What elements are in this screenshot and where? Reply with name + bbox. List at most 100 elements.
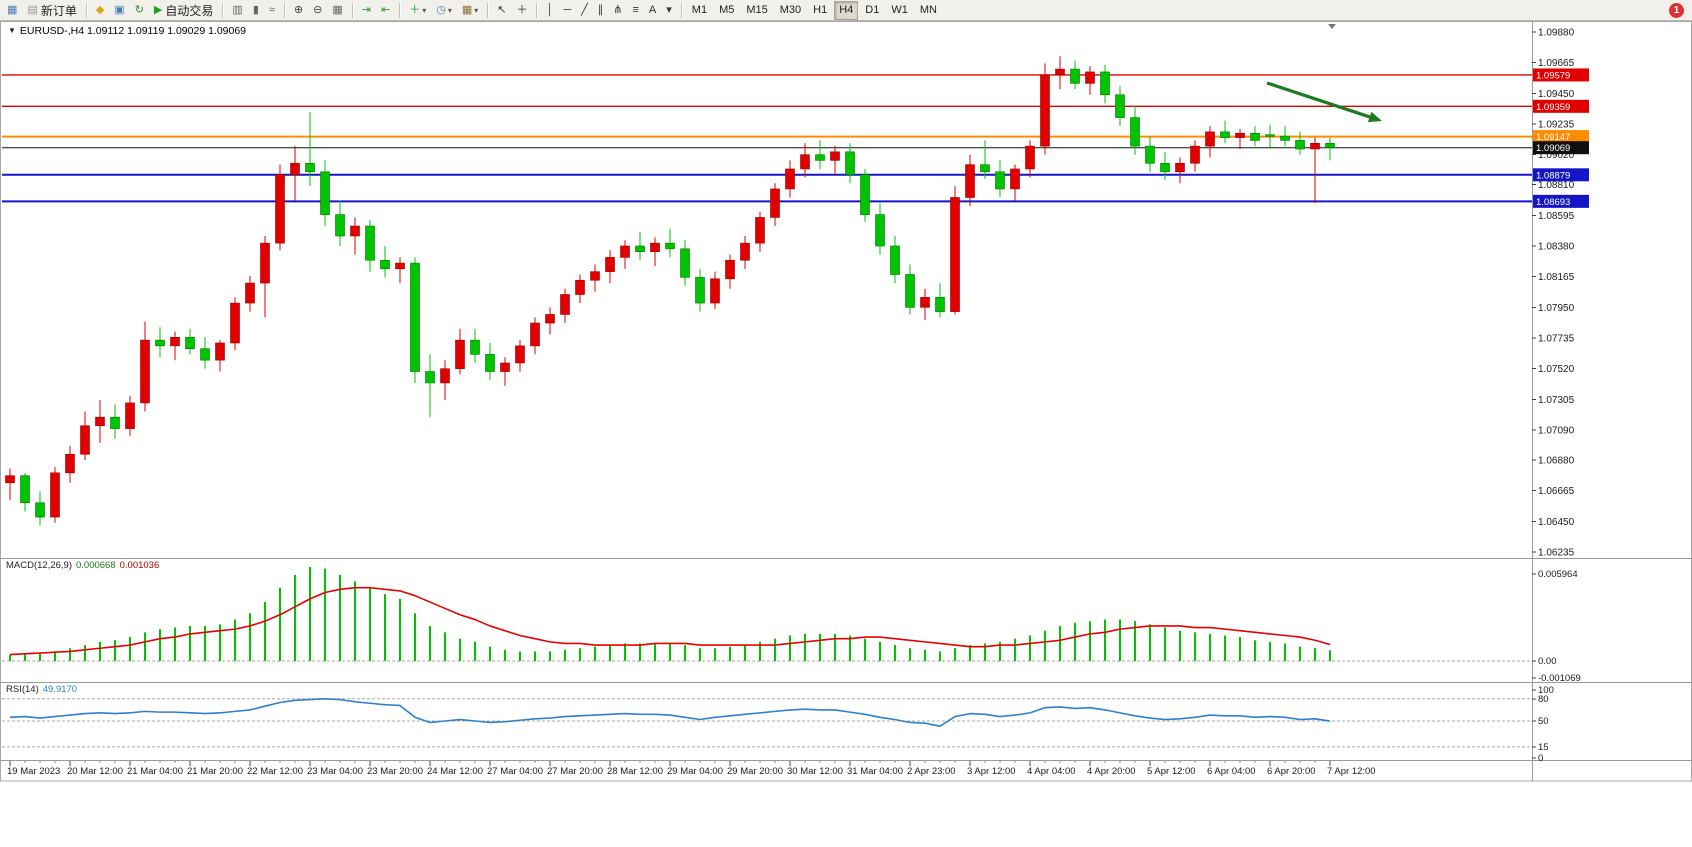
rsi-line [9, 697, 1331, 727]
fibonacci-button[interactable]: ≡ [629, 0, 643, 20]
candle-body [485, 354, 495, 372]
candle [635, 231, 645, 261]
candlestick-chart-icon: ▮ [252, 3, 259, 16]
candle [170, 331, 180, 361]
navigator-button[interactable]: ↻ [131, 0, 148, 20]
templates-button[interactable]: ▦ ▾ [458, 0, 482, 20]
price-level-box-label: 1.09359 [1536, 102, 1570, 113]
rsi-axis-label: 100 [1538, 685, 1554, 696]
candle [605, 250, 615, 284]
autotrading-button[interactable]: ▶ 自动交易 [150, 0, 217, 20]
candle [80, 411, 90, 460]
arrows-button[interactable]: ▾ [662, 0, 676, 20]
chart-menu-icon[interactable]: ▼ [8, 26, 16, 35]
rsi-panel: 10080 50 150 [2, 685, 1554, 764]
candle-body [1190, 145, 1200, 164]
candle-body [260, 242, 270, 284]
time-axis-label: 4 Apr 04:00 [1027, 766, 1076, 777]
zoom-in-button[interactable]: ⊕ [290, 0, 307, 20]
candle-body [740, 242, 750, 261]
timeframe-mn-button[interactable]: MN [919, 4, 937, 16]
candle [350, 217, 360, 255]
cursor-icon: ↖ [497, 3, 507, 16]
candle-body [80, 425, 90, 455]
timeframe-m5-button[interactable]: M5 [719, 4, 735, 16]
rsi-axis-label: 0 [1538, 753, 1543, 764]
candle [1010, 164, 1020, 201]
price-axis-label: 1.09235 [1538, 120, 1575, 131]
bar-chart-button[interactable]: ▥ [228, 0, 246, 20]
chart-background [0, 21, 1692, 847]
candle [1085, 66, 1095, 95]
macd-name: MACD(12,26,9) [6, 560, 72, 571]
time-axis-label: 28 Mar 12:00 [607, 766, 663, 777]
price-level-box: 1.08879 [1533, 168, 1589, 182]
pitchfork-button[interactable]: ⋔ [609, 0, 626, 20]
cursor-button[interactable]: ↖ [493, 0, 510, 20]
crosshair-icon: ＋ [516, 3, 528, 16]
channel-button[interactable]: ∥ [594, 0, 608, 20]
timeframe-m15-button[interactable]: M15 [746, 4, 768, 16]
candle-body [1025, 145, 1035, 170]
price-scale[interactable] [1533, 22, 1692, 760]
candle [575, 274, 585, 304]
indicators-button[interactable]: ＋ ▾ [405, 0, 430, 20]
candle-body [905, 274, 915, 308]
time-axis-label: 6 Apr 04:00 [1207, 766, 1256, 777]
candle [530, 317, 540, 355]
time-axis-label: 29 Mar 04:00 [667, 766, 723, 777]
toolbar-separator [85, 2, 87, 18]
candle-body [815, 154, 825, 161]
timeframe-m30-button[interactable]: M30 [779, 4, 802, 16]
timeframe-h4-button[interactable]: H4 [834, 0, 859, 20]
market-watch-button[interactable]: ◆ [92, 0, 108, 20]
tile-windows-button[interactable]: ▦ [328, 0, 346, 20]
trendline-button[interactable]: ╱ [577, 0, 592, 20]
candle-body [335, 214, 345, 237]
auto-scroll-button[interactable]: ⇥ [358, 0, 375, 20]
zoom-out-button[interactable]: ⊖ [309, 0, 326, 20]
timeframe-w1-button[interactable]: W1 [891, 4, 908, 16]
bar-chart-icon: ▥ [232, 3, 243, 16]
timeframe-m1-button[interactable]: M1 [691, 4, 708, 16]
periods-button[interactable]: ◷ ▾ [432, 0, 456, 20]
candle-body [605, 257, 615, 272]
timeframe-d1-button[interactable]: D1 [865, 4, 880, 16]
candle-body [680, 248, 690, 278]
chart-shift-button[interactable]: ⇤ [377, 0, 394, 20]
candle [140, 321, 150, 412]
zoom-out-icon: ⊖ [313, 3, 323, 16]
line-chart-button[interactable]: ≈ [265, 0, 279, 20]
new-order-button[interactable]: ▤ 新订单 [23, 0, 80, 20]
candle-body [635, 245, 645, 252]
vertical-line-button[interactable]: │ [542, 0, 557, 20]
macd-axis-label: -0.001069 [1538, 673, 1581, 684]
candle [1235, 129, 1245, 149]
candlestick-chart-button[interactable]: ▮ [249, 0, 263, 20]
candle-body [1325, 142, 1335, 148]
pitchfork-icon: ⋔ [613, 3, 623, 16]
horizontal-line-button[interactable]: ─ [559, 0, 575, 20]
chart-shift-marker[interactable] [1328, 24, 1336, 29]
candle-body [275, 174, 285, 244]
crosshair-button[interactable]: ＋ [512, 0, 531, 20]
trend-arrow[interactable] [1266, 81, 1382, 123]
candle-body [965, 164, 975, 198]
notification-badge[interactable]: 1 [1669, 2, 1684, 18]
candle-body [845, 151, 855, 175]
candle [1310, 137, 1320, 204]
candle [1040, 63, 1050, 155]
candle [545, 307, 555, 335]
candle-body [860, 174, 870, 215]
candle [1160, 151, 1170, 181]
time-scale[interactable] [0, 761, 1532, 781]
data-window-button[interactable]: ▣ [110, 0, 128, 20]
chart-canvas[interactable]: 1.09880 1.09665 1.09450 1.09235 1.09020 1.088… [0, 21, 1692, 847]
chart-title-text: EURUSD-,H4 1.09112 1.09119 1.09029 1.090… [19, 25, 247, 37]
candle-body [365, 225, 375, 261]
new-chart-button[interactable]: ▦ [3, 0, 21, 20]
text-button[interactable]: A [645, 0, 660, 20]
candle [560, 288, 570, 324]
timeframe-h1-button[interactable]: H1 [813, 4, 828, 16]
candle-body [785, 168, 795, 190]
